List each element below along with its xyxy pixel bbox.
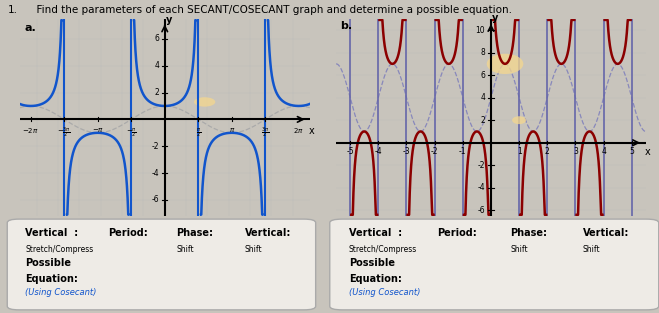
Text: 2: 2: [155, 88, 159, 97]
Text: -1: -1: [459, 147, 467, 156]
Text: $-\frac{3\pi}{2}$: $-\frac{3\pi}{2}$: [57, 126, 71, 140]
Text: $-2\pi$: $-2\pi$: [22, 126, 39, 135]
Text: 10: 10: [476, 26, 485, 34]
Text: y: y: [166, 15, 172, 25]
FancyBboxPatch shape: [330, 219, 659, 310]
Text: -4: -4: [152, 168, 159, 177]
Text: (Using Cosecant): (Using Cosecant): [349, 288, 420, 297]
Text: Period:: Period:: [108, 228, 148, 238]
Text: 6: 6: [480, 71, 485, 80]
Text: Shift: Shift: [244, 244, 262, 254]
Ellipse shape: [512, 116, 526, 124]
Text: -4: -4: [478, 183, 485, 192]
Text: 3: 3: [573, 147, 578, 156]
Text: x: x: [308, 126, 314, 136]
Text: Shift: Shift: [510, 244, 528, 254]
Text: Vertical  :: Vertical :: [25, 228, 78, 238]
Text: (Using Cosecant): (Using Cosecant): [25, 288, 96, 297]
Text: $2\pi$: $2\pi$: [293, 126, 304, 135]
Text: -6: -6: [478, 206, 485, 215]
Text: -4: -4: [374, 147, 382, 156]
Text: Possible: Possible: [349, 258, 395, 268]
Text: 1.: 1.: [8, 5, 18, 15]
Text: Vertical:: Vertical:: [244, 228, 291, 238]
Text: -3: -3: [403, 147, 411, 156]
Text: Possible: Possible: [25, 258, 71, 268]
Text: -5: -5: [347, 147, 354, 156]
Text: $-\pi$: $-\pi$: [92, 126, 104, 134]
Ellipse shape: [194, 97, 215, 107]
Text: 8: 8: [480, 48, 485, 57]
Text: Phase:: Phase:: [510, 228, 547, 238]
Text: Period:: Period:: [438, 228, 477, 238]
Text: Stretch/Compress: Stretch/Compress: [349, 244, 417, 254]
Text: Vertical:: Vertical:: [583, 228, 629, 238]
Text: Phase:: Phase:: [177, 228, 214, 238]
Text: Equation:: Equation:: [349, 274, 401, 284]
Text: Stretch/Compress: Stretch/Compress: [25, 244, 94, 254]
Text: -2: -2: [152, 142, 159, 151]
Text: 1: 1: [517, 147, 521, 156]
Text: x: x: [645, 147, 650, 157]
Text: $-\frac{\pi}{2}$: $-\frac{\pi}{2}$: [126, 126, 137, 139]
Text: Vertical  :: Vertical :: [349, 228, 402, 238]
Text: 4: 4: [155, 61, 159, 70]
FancyBboxPatch shape: [7, 219, 316, 310]
Text: 5: 5: [629, 147, 634, 156]
Text: b.: b.: [340, 21, 353, 31]
Ellipse shape: [487, 54, 523, 74]
Text: 2: 2: [545, 147, 550, 156]
Text: Shift: Shift: [177, 244, 194, 254]
Text: y: y: [492, 13, 498, 23]
Text: $\pi$: $\pi$: [229, 126, 235, 134]
Text: 4: 4: [601, 147, 606, 156]
Text: 2: 2: [480, 116, 485, 125]
Text: a.: a.: [24, 23, 36, 33]
Text: $\frac{3\pi}{2}$: $\frac{3\pi}{2}$: [261, 126, 270, 140]
Text: Equation:: Equation:: [25, 274, 78, 284]
Text: 6: 6: [155, 34, 159, 44]
Text: $\frac{\pi}{2}$: $\frac{\pi}{2}$: [196, 126, 201, 139]
Text: -2: -2: [478, 161, 485, 170]
Text: -2: -2: [431, 147, 438, 156]
Text: Find the parameters of each SECANT/COSECANT graph and determine a possible equat: Find the parameters of each SECANT/COSEC…: [30, 5, 511, 15]
Text: -6: -6: [152, 195, 159, 204]
Text: Shift: Shift: [583, 244, 600, 254]
Text: 4: 4: [480, 93, 485, 102]
